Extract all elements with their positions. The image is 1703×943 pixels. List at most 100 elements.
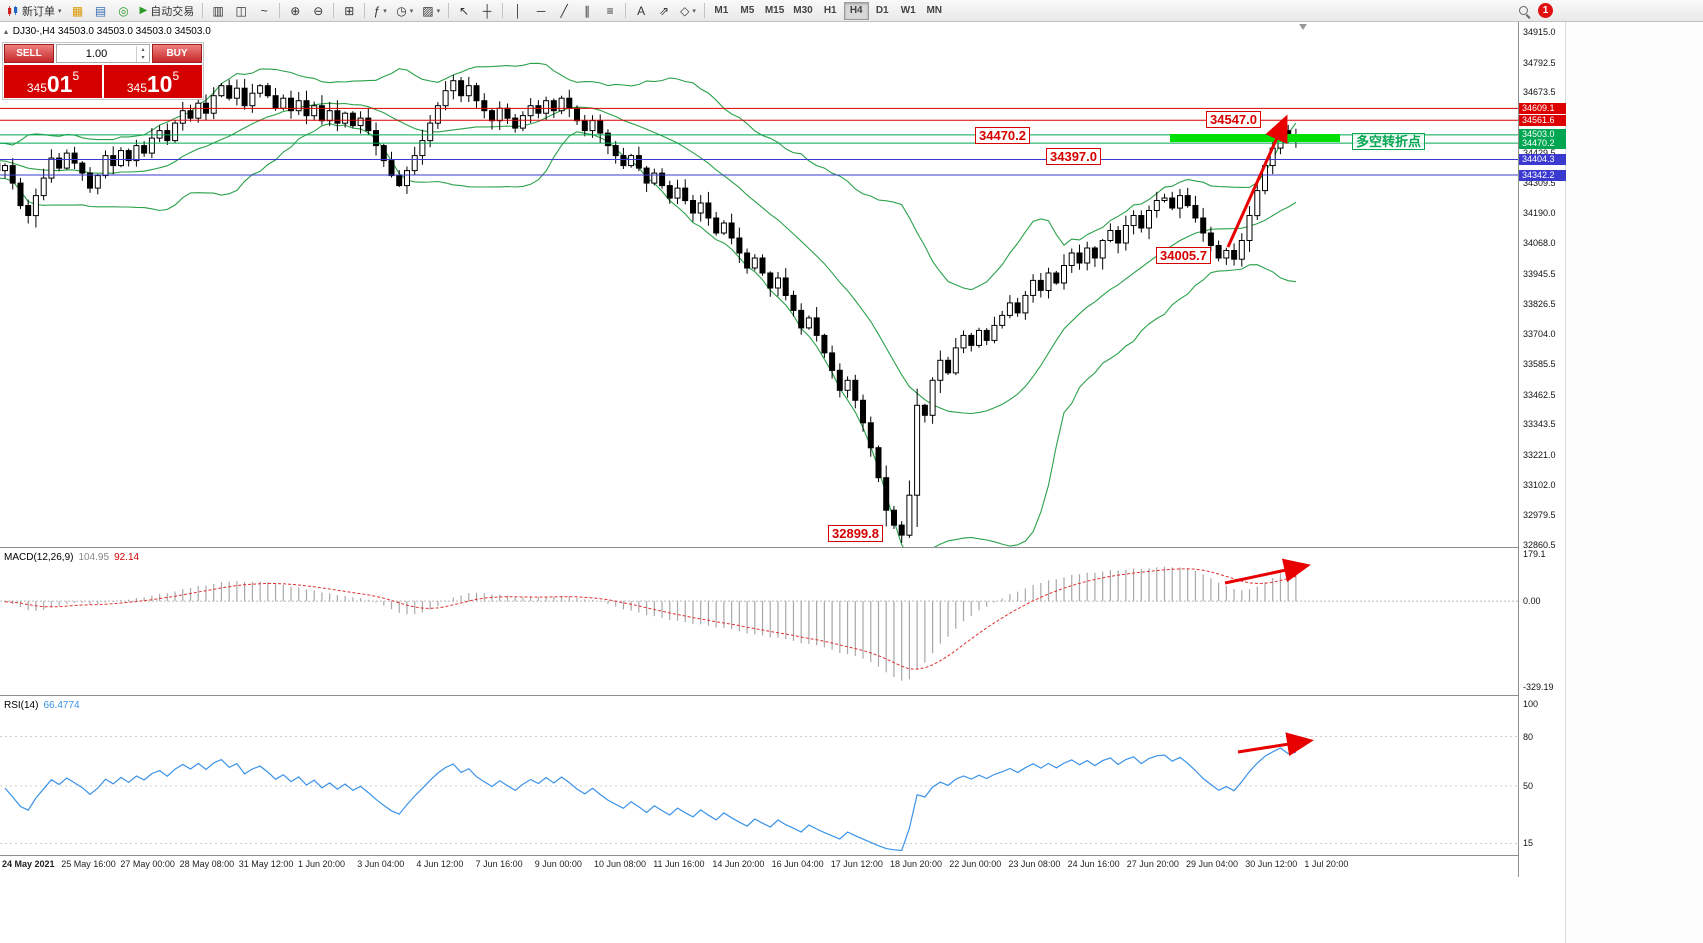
lot-input[interactable] <box>57 47 136 60</box>
price-label-32899-8[interactable]: 32899.8 <box>828 525 883 542</box>
price-scale-label: 33945.5 <box>1523 269 1556 280</box>
charts-grid-button[interactable]: ▦ <box>67 1 89 21</box>
bar-chart-icon: ▥ <box>212 3 224 18</box>
line-chart-icon: ~ <box>260 3 268 18</box>
timeframe-h1-button[interactable]: H1 <box>818 2 843 20</box>
macd-signal-value: 92.14 <box>114 552 140 563</box>
lot-decrease-button[interactable]: ▾ <box>141 54 145 61</box>
candlestick-chart-button[interactable]: ◫ <box>230 1 252 21</box>
timeframe-m30-button[interactable]: M30 <box>789 2 816 20</box>
timeframe-m1-button[interactable]: M1 <box>709 2 734 20</box>
time-axis-label: 28 May 08:00 <box>179 859 235 869</box>
price-level-tag: 34404.3 <box>1519 154 1566 166</box>
chart-ohlc-values: 34503.0 34503.0 34503.0 34503.0 <box>57 26 211 37</box>
bar-chart-button[interactable]: ▥ <box>207 1 229 21</box>
timeframe-mn-button[interactable]: MN <box>922 2 947 20</box>
expert-advisors-button[interactable]: ◎ <box>113 1 135 21</box>
indicators-button[interactable]: ƒ ▾ <box>369 1 391 21</box>
timeframe-m5-button[interactable]: M5 <box>735 2 760 20</box>
sell-price-pip: 5 <box>72 69 80 83</box>
sell-button[interactable]: SELL <box>4 44 54 63</box>
price-scale[interactable]: 34915.034792.534673.534551.034429.534309… <box>1518 22 1566 877</box>
lot-increase-button[interactable]: ▴ <box>141 46 145 53</box>
indicators-icon: ƒ <box>373 3 381 18</box>
buy-price-display[interactable]: 345 10 5 <box>104 65 202 98</box>
notification-badge[interactable]: 1 <box>1538 3 1553 18</box>
toolbar-separator <box>502 3 504 18</box>
periods-button[interactable]: ◷ ▾ <box>392 1 417 21</box>
price-level-tag: 34609.1 <box>1519 102 1566 114</box>
price-label-34397-0[interactable]: 34397.0 <box>1046 148 1101 165</box>
time-axis-label: 27 May 00:00 <box>120 859 175 869</box>
search-icon[interactable] <box>1518 5 1531 18</box>
vertical-line-button[interactable]: │ <box>507 1 529 21</box>
price-level-tag: 34503.0 <box>1519 129 1566 141</box>
macd-scale-label: -329.19 <box>1523 681 1554 692</box>
time-axis-label: 9 Jun 00:00 <box>534 859 582 869</box>
time-axis-label: 17 Jun 12:00 <box>830 859 883 869</box>
autotrading-play-icon: ▶ <box>139 4 148 16</box>
panel-separator[interactable] <box>0 695 1565 696</box>
lot-size-field[interactable]: ▴ ▾ <box>56 44 150 63</box>
cursor-button[interactable]: ↖ <box>453 1 475 21</box>
sell-price-display[interactable]: 345 01 5 <box>4 65 102 98</box>
fibonacci-icon: ≡ <box>606 3 614 18</box>
turning-point-label[interactable]: 多空转折点 <box>1352 133 1426 150</box>
price-level-tag: 34342.2 <box>1519 169 1566 181</box>
price-level-tag: 34470.2 <box>1519 137 1566 149</box>
crosshair-button[interactable]: ┼ <box>476 1 498 21</box>
shapes-button[interactable]: ◇ ▾ <box>676 1 700 21</box>
buy-price-prefix: 345 <box>126 81 147 95</box>
time-axis-label: 27 Jun 20:00 <box>1126 859 1179 869</box>
chevron-down-icon: ▾ <box>409 7 414 15</box>
templates-button[interactable]: ▨ ▾ <box>418 1 444 21</box>
time-axis-label: 11 Jun 16:00 <box>653 859 705 869</box>
cursor-icon: ↖ <box>459 3 470 18</box>
new-order-label: 新订单 <box>22 5 55 18</box>
horizontal-line-button[interactable]: ─ <box>530 1 552 21</box>
line-chart-button[interactable]: ~ <box>253 1 275 21</box>
rsi-scale-label: 50 <box>1523 780 1534 791</box>
new-order-button[interactable]: 新订单 ▾ <box>3 1 66 21</box>
zoom-in-button[interactable]: ⊕ <box>284 1 306 21</box>
timeframe-m15-button[interactable]: M15 <box>761 2 788 20</box>
price-label-34470-2[interactable]: 34470.2 <box>975 127 1030 144</box>
timeframe-h4-button[interactable]: H4 <box>843 1 869 20</box>
chevron-down-icon: ▾ <box>383 7 387 15</box>
price-chart-canvas[interactable] <box>0 22 1518 547</box>
buy-price-big-digits: 10 <box>146 71 173 97</box>
sell-price-big-digits: 01 <box>46 71 73 97</box>
tile-windows-icon: ⊞ <box>344 3 355 18</box>
zoom-out-button[interactable]: ⊖ <box>307 1 329 21</box>
toolbar-separator <box>448 3 450 18</box>
rsi-panel[interactable] <box>0 697 1518 855</box>
chevron-down-icon: ▾ <box>58 7 62 15</box>
fibonacci-button[interactable]: ≡ <box>599 1 621 21</box>
price-label-34547-0[interactable]: 34547.0 <box>1206 111 1261 128</box>
tile-windows-button[interactable]: ⊞ <box>338 1 360 21</box>
time-axis[interactable]: 24 May 2021 25 May 16:00 27 May 00:00 28 Ma… <box>0 856 1518 876</box>
time-axis-label: 30 Jun 12:00 <box>1245 859 1298 869</box>
text-button[interactable]: A <box>630 1 652 21</box>
time-axis-label: 24 May 2021 <box>2 859 55 869</box>
buy-button[interactable]: BUY <box>152 44 202 63</box>
price-scale-label: 32860.5 <box>1523 540 1556 550</box>
price-label-34005-7[interactable]: 34005.7 <box>1156 247 1211 264</box>
rsi-scale-label: 100 <box>1523 698 1539 709</box>
price-scale-label: 33462.5 <box>1523 389 1556 400</box>
timeframe-w1-button[interactable]: W1 <box>896 2 921 20</box>
macd-name: MACD(12,26,9) <box>4 552 74 563</box>
buy-price-pip: 5 <box>172 69 180 83</box>
trendline-button[interactable]: ╱ <box>553 1 575 21</box>
timeframe-d1-button[interactable]: D1 <box>870 2 895 20</box>
one-click-collapse-icon[interactable]: ▴ <box>4 27 9 36</box>
market-watch-button[interactable]: ▤ <box>90 1 112 21</box>
panel-separator[interactable] <box>0 547 1565 548</box>
channel-button[interactable]: ∥ <box>576 1 598 21</box>
macd-panel[interactable] <box>0 549 1518 695</box>
rsi-scale-label: 80 <box>1523 731 1534 742</box>
autotrading-button[interactable]: ▶ 自动交易 <box>136 1 199 21</box>
toolbar-separator <box>202 3 204 18</box>
arrows-button[interactable]: ⇗ <box>653 1 675 21</box>
